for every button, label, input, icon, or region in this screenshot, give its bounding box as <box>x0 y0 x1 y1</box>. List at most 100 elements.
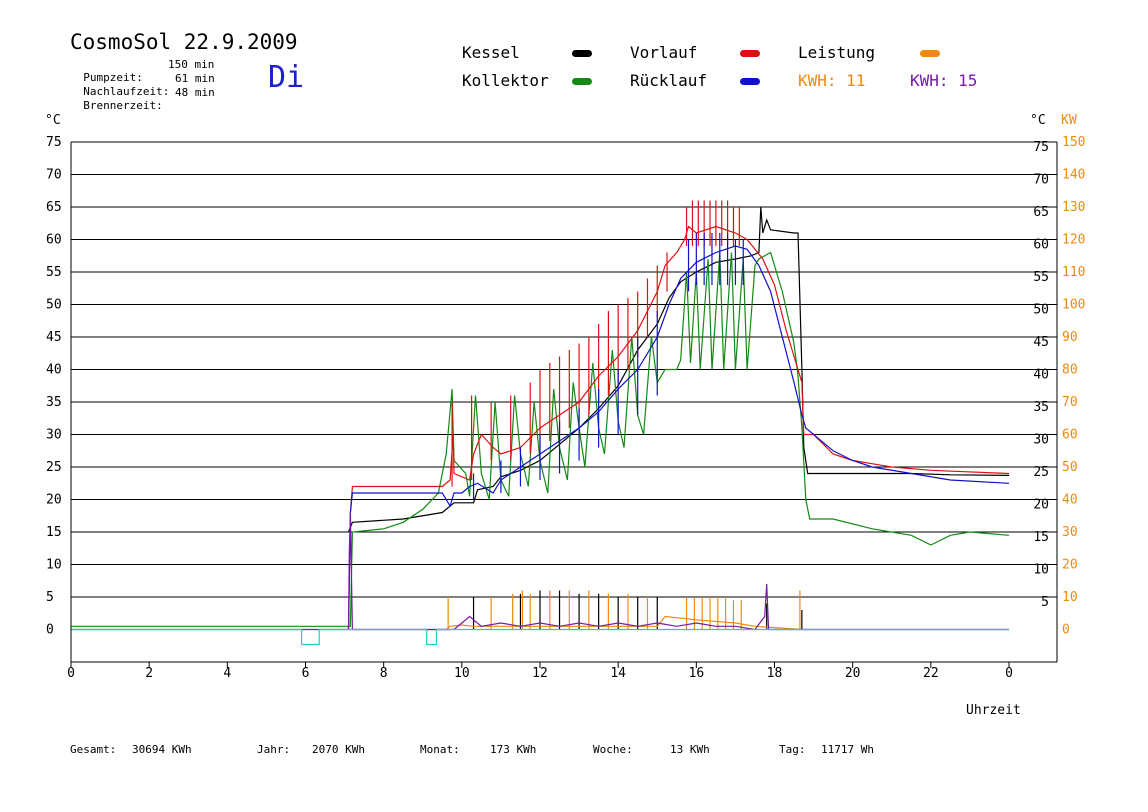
y-tick-label-left: 40 <box>46 363 62 378</box>
y-tick-label-right: 55 <box>1033 270 1049 285</box>
y2-tick-label: 50 <box>1062 460 1078 475</box>
footer-label: Tag: <box>779 743 806 756</box>
info-label: Brennerzeit: <box>83 99 163 112</box>
y-axis-right-unit-celsius: °C <box>1030 113 1046 128</box>
series-line-rcklauf <box>347 245 1010 630</box>
footer-value: 11717 Wh <box>821 743 874 756</box>
y2-tick-label: 150 <box>1062 135 1085 150</box>
y-tick-label-left: 10 <box>46 558 62 573</box>
footer-value: 30694 KWh <box>132 743 192 756</box>
legend-ruecklauf-swatch <box>740 78 760 85</box>
y-tick-label-left: 15 <box>46 525 62 540</box>
x-tick-label: 4 <box>223 666 231 681</box>
footer-value: 2070 KWh <box>312 743 365 756</box>
legend-kwh-purple: KWH: 15 <box>910 71 977 90</box>
y-tick-label-right: 10 <box>1033 563 1049 578</box>
y-tick-label-left: 70 <box>46 168 62 183</box>
footer-label: Monat: <box>420 743 460 756</box>
y-tick-label-left: 35 <box>46 395 62 410</box>
y2-tick-label: 70 <box>1062 395 1078 410</box>
y2-tick-label: 140 <box>1062 168 1085 183</box>
legend-kessel-label: Kessel <box>462 43 520 62</box>
y2-tick-label: 120 <box>1062 233 1085 248</box>
footer-tag: Tag: 11717 Wh <box>779 743 874 756</box>
kwh-label: KWH: <box>910 71 949 90</box>
y-tick-label-right: 15 <box>1033 530 1049 545</box>
info-value: 150 min <box>168 58 215 71</box>
series-line-kollektor <box>71 251 1010 627</box>
y2-tick-label: 10 <box>1062 590 1078 605</box>
footer-value: 13 KWh <box>670 743 710 756</box>
info-row-brennerzeit: Brennerzeit: 48 min <box>70 86 215 112</box>
y2-tick-label: 90 <box>1062 330 1078 345</box>
y2-tick-label: 0 <box>1062 623 1070 638</box>
footer-gesamt: Gesamt: 30694 KWh <box>70 743 192 756</box>
kwh-value: 15 <box>958 71 978 90</box>
x-tick-label: 6 <box>302 666 310 681</box>
y2-tick-label: 30 <box>1062 525 1078 540</box>
x-axis-label: Uhrzeit <box>966 703 1021 718</box>
legend-vorlauf-swatch <box>740 50 760 57</box>
y-tick-label-right: 35 <box>1033 400 1049 415</box>
y-tick-label-left: 20 <box>46 493 62 508</box>
y-tick-label-right: 70 <box>1033 173 1049 188</box>
y-tick-label-right: 40 <box>1033 368 1049 383</box>
y2-tick-label: 80 <box>1062 363 1078 378</box>
x-tick-label: 20 <box>845 666 861 681</box>
info-value: 61 min <box>175 72 215 85</box>
footer-label: Woche: <box>593 743 633 756</box>
x-tick-label: 16 <box>689 666 705 681</box>
info-row-pumpzeit: Pumpzeit: 150 min <box>70 58 214 84</box>
footer-label: Jahr: <box>257 743 291 756</box>
y-tick-label-left: 60 <box>46 233 62 248</box>
series-line-leistung <box>348 615 1009 631</box>
x-tick-label: 12 <box>532 666 548 681</box>
y-axis-left-unit: °C <box>45 113 61 128</box>
footer-monat: Monat: 173 KWh <box>420 743 536 756</box>
info-row-nachlaufzeit: Nachlaufzeit: 61 min <box>70 72 215 98</box>
y-tick-label-left: 5 <box>46 590 54 605</box>
y-tick-label-left: 65 <box>46 200 62 215</box>
y2-tick-label: 60 <box>1062 428 1078 443</box>
legend-kollektor-swatch <box>572 78 592 85</box>
y-tick-label-right: 50 <box>1033 303 1049 318</box>
legend-ruecklauf-label: Rücklauf <box>630 71 708 90</box>
chart-title: CosmoSol 22.9.2009 <box>70 30 298 54</box>
x-tick-label: 22 <box>923 666 939 681</box>
legend-leistung-label: Leistung <box>798 43 876 62</box>
series-line-unlabeled <box>71 628 1009 646</box>
y-tick-label-right: 65 <box>1033 205 1049 220</box>
legend-leistung-swatch <box>920 50 940 57</box>
x-tick-label: 2 <box>145 666 153 681</box>
kwh-value: 11 <box>846 71 866 90</box>
y-tick-label-left: 75 <box>46 135 62 150</box>
y-tick-label-right: 60 <box>1033 238 1049 253</box>
y2-tick-label: 40 <box>1062 493 1078 508</box>
legend-kwh-orange: KWH: 11 <box>798 71 865 90</box>
y-tick-label-right: 25 <box>1033 465 1049 480</box>
y-axis-right-unit-kw: KW <box>1061 113 1077 128</box>
y-tick-label-right: 45 <box>1033 335 1049 350</box>
kwh-label: KWH: <box>798 71 837 90</box>
y-tick-label-left: 50 <box>46 298 62 313</box>
y-tick-label-right: 75 <box>1033 140 1049 155</box>
x-tick-label: 18 <box>767 666 783 681</box>
x-tick-label: 0 <box>1005 666 1013 681</box>
y2-tick-label: 20 <box>1062 558 1078 573</box>
legend-kollektor-label: Kollektor <box>462 71 549 90</box>
info-value: 48 min <box>175 86 215 99</box>
x-tick-label: 8 <box>380 666 388 681</box>
info-label: Nachlaufzeit: <box>83 85 170 98</box>
info-label: Pumpzeit: <box>83 71 143 84</box>
y2-tick-label: 130 <box>1062 200 1085 215</box>
y-tick-label-left: 0 <box>46 623 54 638</box>
y-tick-label-left: 55 <box>46 265 62 280</box>
weekday-label: Di <box>268 60 305 95</box>
y-tick-label-right: 20 <box>1033 498 1049 513</box>
y-tick-label-right: 5 <box>1041 595 1049 610</box>
x-tick-label: 0 <box>67 666 75 681</box>
y-tick-label-left: 25 <box>46 460 62 475</box>
y-tick-label-right: 30 <box>1033 433 1049 448</box>
